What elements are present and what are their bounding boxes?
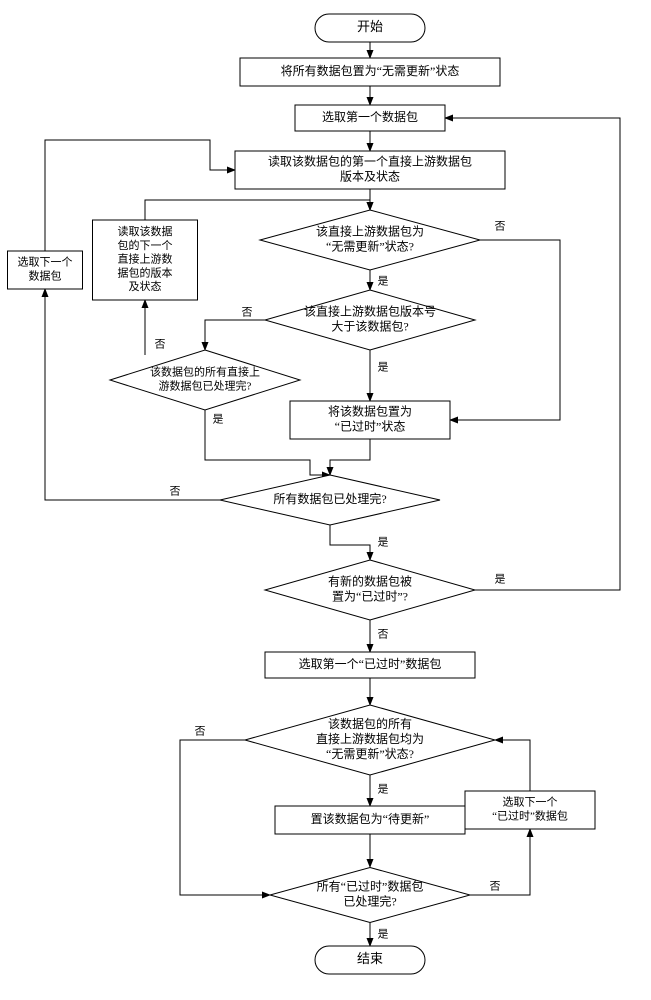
- node-n9: 选取下一个“已过时”数据包: [465, 791, 595, 829]
- edge-label-21: 否: [195, 726, 206, 738]
- node-end-text: 结束: [357, 951, 383, 966]
- edge-21: [180, 740, 270, 895]
- node-d6: 该数据包的所有直接上游数据包均为“无需更新”状态?: [245, 705, 495, 775]
- edge-7: [330, 525, 370, 560]
- node-n9-text: “已过时”数据包: [492, 808, 568, 822]
- node-n3-text: 读取该数据包的第一个直接上游数据包: [268, 153, 472, 168]
- node-n8-text: 置该数据包为“待更新”: [311, 811, 430, 826]
- edge-label-7: 是: [378, 536, 389, 549]
- node-n4: 将该数据包置为“已过时”状态: [290, 401, 450, 439]
- node-d7: 所有“已过时”数据包已处理完?: [270, 868, 470, 923]
- node-n3: 读取该数据包的第一个直接上游数据包版本及状态: [235, 151, 505, 189]
- edge-label-22: 否: [490, 881, 501, 893]
- node-d6-text: “无需更新”状态?: [326, 746, 414, 761]
- node-n7-text: 选取第一个“已过时”数据包: [299, 656, 442, 671]
- node-n5-text: 包的下一个: [118, 238, 173, 252]
- node-start: 开始: [315, 14, 425, 42]
- node-d7-text: 已处理完?: [343, 893, 396, 908]
- node-d2: 该直接上游数据包版本号大于该数据包?: [265, 290, 475, 350]
- node-n4-text: “已过时”状态: [335, 419, 406, 433]
- node-d2-text: 该直接上游数据包版本号: [304, 303, 436, 318]
- edge-label-20: 是: [495, 573, 506, 586]
- flowchart-canvas: 开始将所有数据包置为“无需更新”状态选取第一个数据包读取该数据包的第一个直接上游…: [0, 0, 651, 1000]
- edge-23: [495, 740, 530, 791]
- node-d5-text: 有新的数据包被: [328, 573, 412, 588]
- node-n7: 选取第一个“已过时”数据包: [265, 652, 475, 678]
- node-d5: 有新的数据包被置为“已过时”?: [265, 560, 475, 620]
- edge-label-15: 否: [155, 339, 166, 351]
- node-d4: 所有数据包已处理完?: [220, 475, 440, 525]
- node-d3: 该数据包的所有直接上游数据包已处理完?: [110, 350, 300, 410]
- node-n5-text: 读取该数据: [118, 224, 173, 238]
- node-n6: 选取下一个数据包: [8, 251, 83, 289]
- edge-14: [205, 320, 265, 350]
- edge-16: [145, 200, 370, 220]
- node-n1-text: 将所有数据包置为“无需更新”状态: [281, 63, 460, 78]
- node-d3-text: 游数据包已处理完?: [159, 378, 252, 392]
- edge-13: [450, 240, 560, 420]
- node-n6-text: 数据包: [29, 268, 62, 282]
- node-d1: 该直接上游数据包为“无需更新”状态?: [260, 210, 480, 270]
- node-n2: 选取第一个数据包: [295, 105, 445, 131]
- node-n8: 置该数据包为“待更新”: [275, 806, 465, 834]
- node-n2-text: 选取第一个数据包: [322, 109, 418, 124]
- edge-label-8: 否: [378, 629, 389, 641]
- edge-label-14: 否: [242, 307, 253, 319]
- edge-label-10: 是: [378, 783, 389, 796]
- node-n1: 将所有数据包置为“无需更新”状态: [240, 58, 500, 86]
- node-d6-text: 直接上游数据包均为: [316, 731, 424, 746]
- node-n9-text: 选取下一个: [503, 796, 558, 809]
- node-d2-text: 大于该数据包?: [331, 318, 408, 333]
- node-n6-text: 选取下一个: [18, 256, 73, 269]
- node-d6-text: 该数据包的所有: [328, 716, 412, 731]
- node-n5-text: 及状态: [129, 279, 162, 293]
- node-n3-text: 版本及状态: [340, 169, 400, 183]
- node-n4-text: 将该数据包置为: [328, 403, 412, 418]
- node-d1-text: 该直接上游数据包为: [316, 223, 424, 238]
- node-start-text: 开始: [357, 19, 383, 34]
- edge-label-5: 是: [378, 361, 389, 374]
- node-n5-text: 直接上游数: [118, 252, 173, 266]
- node-n5: 读取该数据包的下一个直接上游数据包的版本及状态: [93, 220, 198, 300]
- node-d4-text: 所有数据包已处理完?: [273, 491, 386, 506]
- edge-label-18: 否: [170, 486, 181, 498]
- edge-label-13: 否: [495, 221, 506, 233]
- edge-6: [330, 439, 370, 475]
- node-d7-text: 所有“已过时”数据包: [317, 878, 424, 893]
- node-d3-text: 该数据包的所有直接上: [150, 365, 260, 379]
- edge-label-17: 是: [213, 413, 224, 426]
- node-end: 结束: [315, 946, 425, 974]
- edge-label-12: 是: [378, 928, 389, 941]
- edge-label-4: 是: [378, 275, 389, 288]
- node-n5-text: 据包的版本: [118, 265, 173, 279]
- node-d1-text: “无需更新”状态?: [326, 238, 414, 253]
- node-d5-text: 置为“已过时”?: [332, 589, 408, 603]
